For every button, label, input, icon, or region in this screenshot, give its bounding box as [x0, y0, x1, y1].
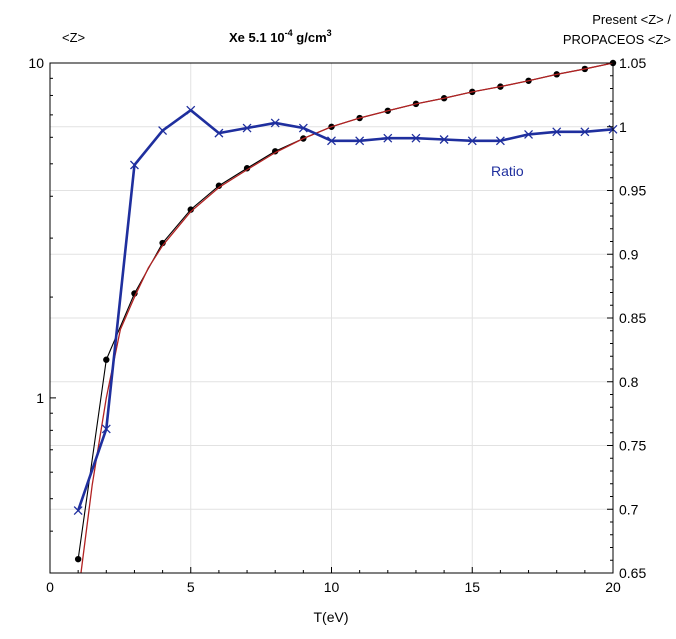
ratio-point: [524, 129, 534, 139]
chart-title-main: Xe 5.1 10: [229, 30, 285, 45]
ratio-point-stroke: [129, 160, 139, 170]
ratio-point: [101, 424, 111, 434]
chart-title-unit-exponent: 3: [327, 28, 332, 38]
y-right-tick-label: 0.85: [619, 310, 646, 326]
ratio-point-stroke: [186, 105, 196, 115]
left-axis-label: <Z>: [62, 30, 85, 45]
present-z-point: [243, 165, 251, 172]
ratio-point-stroke: [158, 126, 168, 136]
ratio-point: [129, 160, 139, 170]
x-axis-label: T(eV): [314, 609, 349, 625]
y-left-tick-label: 10: [28, 55, 44, 71]
propaceos-curve: [80, 62, 614, 574]
ratio-point-stroke: [101, 424, 111, 434]
ratio-point: [355, 136, 365, 146]
x-tick-label: 5: [187, 579, 195, 595]
ratio-point: [214, 128, 224, 138]
ratio-series-line: [76, 108, 614, 511]
grid-lines: [50, 63, 613, 573]
ratio-point-stroke: [214, 128, 224, 138]
y-right-tick-label: 1: [619, 119, 627, 135]
x-tick-label: 0: [46, 579, 54, 595]
ratio-point-stroke: [383, 133, 393, 143]
x-tick-label: 10: [324, 579, 340, 595]
ratio-point-stroke: [495, 136, 505, 146]
y-right-tick-label: 0.7: [619, 501, 639, 517]
y-left-tick-label: 1: [36, 390, 44, 406]
ratio-point-stroke: [355, 136, 365, 146]
y-right-tick-label: 0.9: [619, 246, 639, 262]
right-axis-label-line1: Present <Z> /: [592, 12, 671, 27]
ratio-point-stroke: [411, 133, 421, 143]
y-right-tick-label: 0.65: [619, 565, 646, 581]
ratio-point-stroke: [270, 118, 280, 128]
present-z-point: [187, 206, 194, 213]
ratio-point-stroke: [467, 136, 477, 146]
x-tick-label: 15: [464, 579, 480, 595]
ratio-annotation: Ratio: [491, 163, 524, 179]
y-right-tick-label: 0.75: [619, 438, 646, 454]
ratio-point: [270, 118, 280, 128]
ratio-point: [186, 105, 196, 115]
y-right-tick-label: 0.95: [619, 183, 646, 199]
ratio-point: [439, 135, 449, 144]
ratio-point: [495, 136, 505, 146]
chart-title-unit: g/cm: [293, 30, 327, 45]
ratio-point: [242, 123, 252, 133]
ratio-point-stroke: [580, 127, 590, 137]
present-z-point: [215, 182, 223, 189]
ratio-point: [467, 136, 477, 146]
present-z-point: [74, 555, 82, 563]
ratio-point: [158, 126, 168, 136]
ratio-point: [383, 133, 393, 143]
ratio-point: [298, 123, 308, 133]
ratio-point: [73, 506, 83, 515]
axes: 0 5 10 15 20 1 10 0.65 0.7 0.75 0.8 0.85 0.9 0.95 1 1.0…: [28, 55, 646, 595]
ratio-point: [580, 127, 590, 137]
present-z-point: [103, 356, 110, 363]
ratio-point: [411, 133, 421, 143]
ratio-point-stroke: [439, 135, 449, 144]
y-right-tick-label: 0.8: [619, 374, 639, 390]
ratio-point-stroke: [242, 123, 252, 133]
ratio-point-stroke: [73, 506, 83, 515]
chart-title-exponent: -4: [285, 28, 293, 38]
ratio-point-stroke: [327, 136, 336, 146]
right-axis-label-line2: PROPACEOS <Z>: [563, 32, 671, 47]
y-right-tick-label: 1.05: [619, 55, 646, 71]
ratio-point: [327, 136, 336, 146]
ratio-point-stroke: [552, 127, 562, 137]
x-tick-label: 20: [605, 579, 621, 595]
series-layer: [73, 59, 618, 574]
ratio-point: [552, 127, 562, 137]
chart-title: Xe 5.1 10-4 g/cm3: [229, 28, 332, 45]
ratio-point-stroke: [524, 129, 534, 139]
ratio-point-stroke: [298, 123, 308, 133]
